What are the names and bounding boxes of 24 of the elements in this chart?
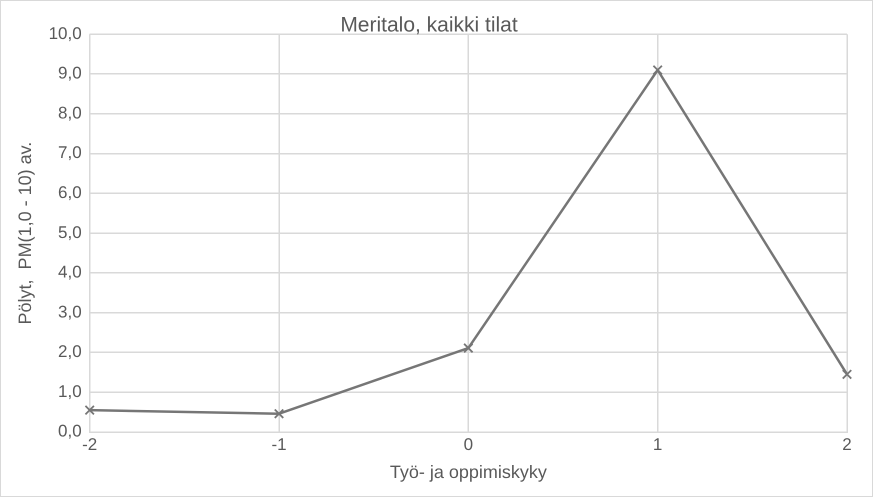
y-tick-label: 5,0	[58, 222, 82, 242]
y-tick-label: 4,0	[58, 262, 82, 282]
y-axis-title: Pölyt, PM(1,0 - 10) av.	[14, 142, 35, 324]
point	[84, 404, 95, 416]
point	[274, 408, 284, 419]
chart-title: Meritalo, kaikki tilat	[340, 13, 518, 36]
point	[842, 369, 852, 380]
y-tick-label: 6,0	[58, 183, 82, 202]
y-tick-label: 2,0	[58, 342, 82, 362]
y-tick-label: 0,0	[58, 422, 82, 441]
x-axis-title: Työ- ja oppimiskyky	[390, 462, 547, 482]
y-tick-label: 8,0	[58, 103, 82, 122]
y-tick-label: 10,0	[48, 24, 82, 43]
x-tick-label: -1	[271, 434, 287, 454]
x-tick-label: 0	[464, 434, 474, 454]
y-tick-label: 7,0	[58, 143, 82, 162]
x-tick-label: 1	[652, 434, 662, 454]
y-tick-label: 3,0	[58, 302, 82, 322]
y-tick-label: 1,0	[58, 382, 82, 401]
point	[463, 342, 474, 354]
x-tick-label: 2	[842, 434, 852, 454]
y-tick-label: 9,0	[58, 64, 82, 83]
x-tick-label: -2	[82, 434, 98, 454]
point	[652, 64, 663, 76]
